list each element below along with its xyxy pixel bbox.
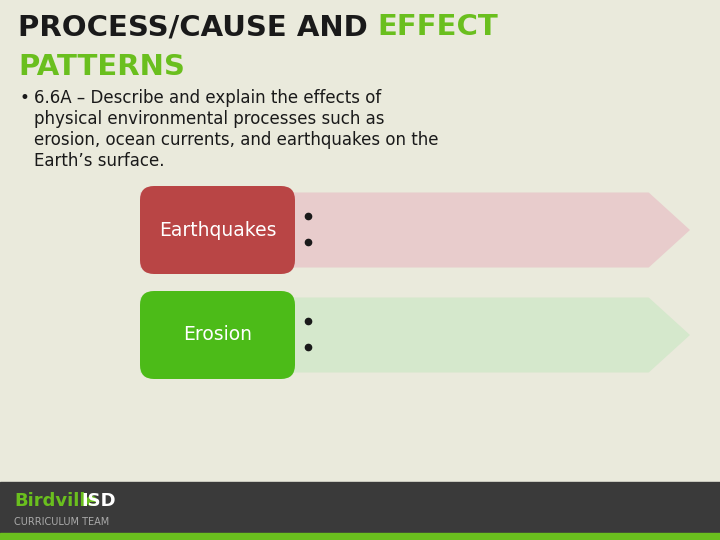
- Text: Birdville: Birdville: [14, 492, 98, 510]
- Text: 6.6A – Describe and explain the effects of: 6.6A – Describe and explain the effects …: [34, 89, 382, 107]
- Text: •: •: [20, 89, 30, 107]
- Text: EFFECT: EFFECT: [378, 13, 499, 41]
- Text: PROCESS/CAUSE AND: PROCESS/CAUSE AND: [18, 13, 378, 41]
- Text: PATTERNS: PATTERNS: [18, 53, 185, 81]
- Text: erosion, ocean currents, and earthquakes on the: erosion, ocean currents, and earthquakes…: [34, 131, 438, 149]
- Text: ISD: ISD: [81, 492, 116, 510]
- Text: CURRICULUM TEAM: CURRICULUM TEAM: [14, 517, 109, 527]
- Text: Earthquakes: Earthquakes: [158, 220, 276, 240]
- Bar: [0, 533, 720, 540]
- FancyBboxPatch shape: [140, 291, 295, 379]
- Text: Erosion: Erosion: [183, 326, 252, 345]
- Text: physical environmental processes such as: physical environmental processes such as: [34, 110, 384, 128]
- Bar: [0, 482, 720, 540]
- Polygon shape: [140, 298, 690, 373]
- Polygon shape: [140, 192, 690, 267]
- Text: Earth’s surface.: Earth’s surface.: [34, 152, 164, 170]
- FancyBboxPatch shape: [140, 186, 295, 274]
